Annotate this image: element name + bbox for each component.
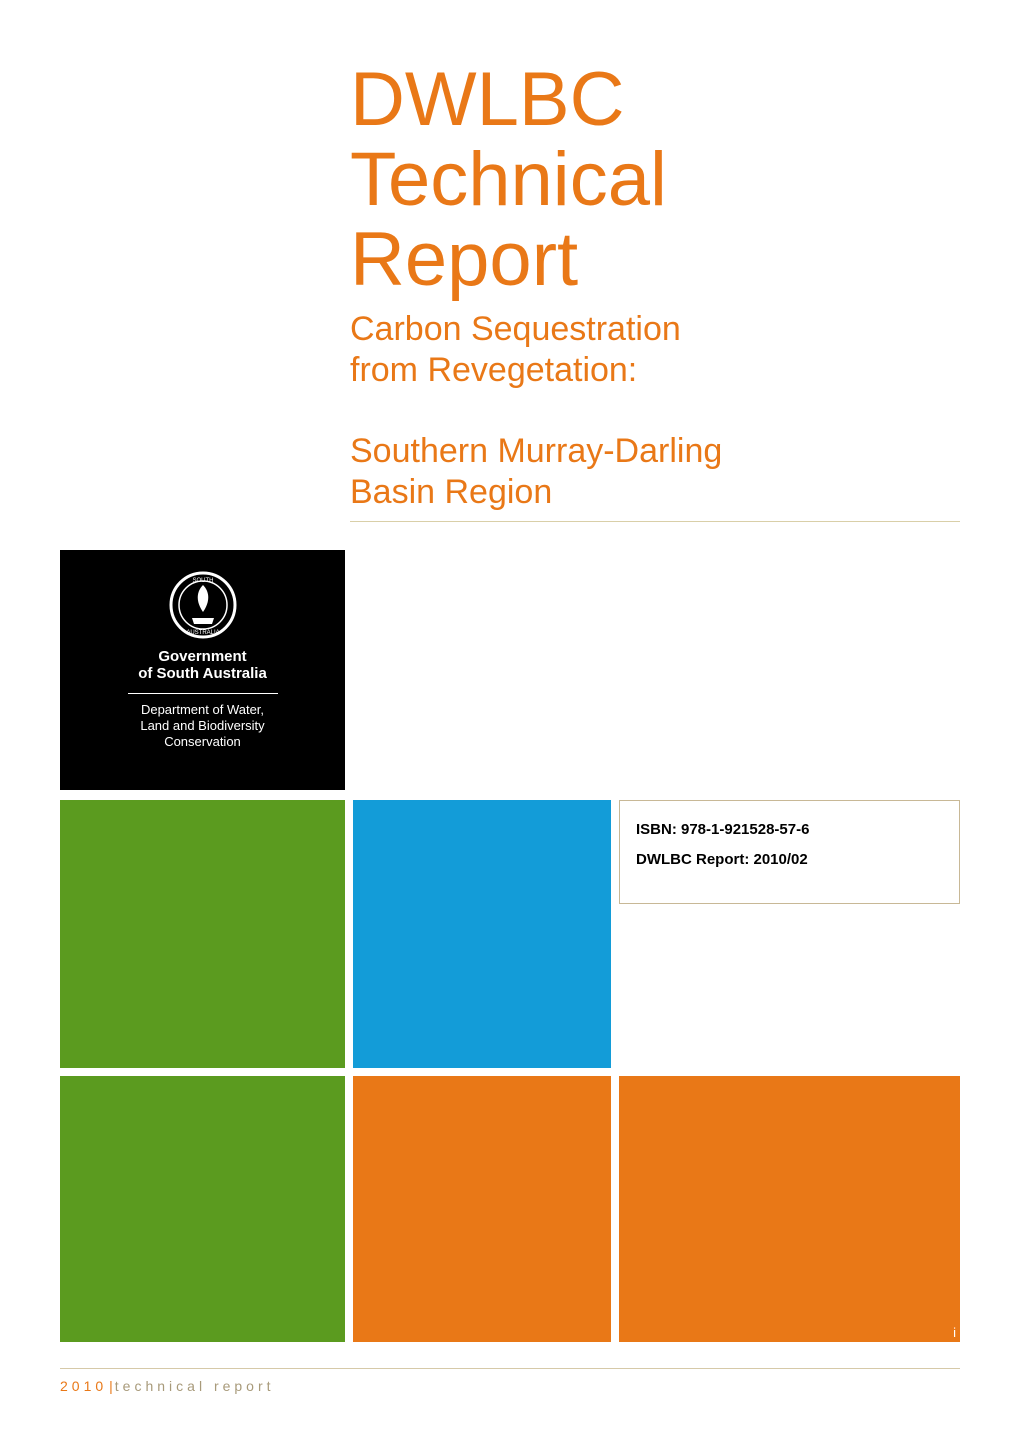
color-block-grid: ISBN: 978-1-921528-57-6 DWLBC Report: 20…: [60, 800, 960, 1342]
subtitle2-line1: Southern Murray-Darling: [350, 432, 722, 470]
title-line-1: DWLBC: [350, 57, 624, 142]
svg-text:AUSTRALIA: AUSTRALIA: [186, 630, 219, 636]
block-orange-left: [353, 1076, 611, 1342]
footer-separator: |: [109, 1378, 113, 1394]
subtitle1-line1: Carbon Sequestration: [350, 310, 681, 348]
title-underline: [350, 521, 960, 522]
subtitle2-line2: Basin Region: [350, 473, 552, 511]
block-green-bottom: [60, 1076, 345, 1342]
department-name: Department of Water, Land and Biodiversi…: [60, 702, 345, 751]
report-number-text: DWLBC Report: 2010/02: [636, 845, 943, 875]
dept-line-1: Department of Water,: [141, 702, 264, 717]
gov-line-1: Government: [60, 648, 345, 665]
svg-text:SOUTH: SOUTH: [192, 578, 213, 584]
government-logo-box: SOUTH AUSTRALIA Government of South Aust…: [60, 550, 345, 790]
isbn-text: ISBN: 978-1-921528-57-6: [636, 815, 943, 845]
page-number-roman: i: [953, 1325, 956, 1340]
block-orange-right: i: [619, 1076, 960, 1342]
report-cover-page: DWLBC Technical Report Carbon Sequestrat…: [60, 0, 960, 1443]
subtitle1-line2: from Revegetation:: [350, 351, 637, 389]
title-block: DWLBC Technical Report Carbon Sequestrat…: [350, 60, 890, 522]
footer-label: technical report: [115, 1378, 275, 1394]
sa-crest-icon: SOUTH AUSTRALIA: [168, 570, 238, 640]
title-line-2: Technical: [350, 137, 667, 222]
main-title: DWLBC Technical Report: [350, 60, 890, 299]
footer-text: 2010|technical report: [60, 1378, 275, 1394]
subtitle-1: Carbon Sequestration from Revegetation:: [350, 309, 890, 391]
block-blue: [353, 800, 611, 1068]
subtitle-2: Southern Murray-Darling Basin Region: [350, 431, 890, 513]
footer-rule: [60, 1368, 960, 1369]
title-line-3: Report: [350, 217, 578, 302]
isbn-report-box: ISBN: 978-1-921528-57-6 DWLBC Report: 20…: [619, 800, 960, 904]
block-green-top: [60, 800, 345, 1068]
dept-line-2: Land and Biodiversity: [140, 718, 264, 733]
dept-line-3: Conservation: [164, 734, 241, 749]
gov-line-2: of South Australia: [60, 665, 345, 682]
footer-year: 2010: [60, 1378, 107, 1394]
logo-divider: [128, 693, 278, 694]
